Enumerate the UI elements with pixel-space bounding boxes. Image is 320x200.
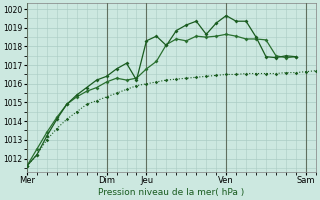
X-axis label: Pression niveau de la mer( hPa ): Pression niveau de la mer( hPa ) — [98, 188, 244, 197]
